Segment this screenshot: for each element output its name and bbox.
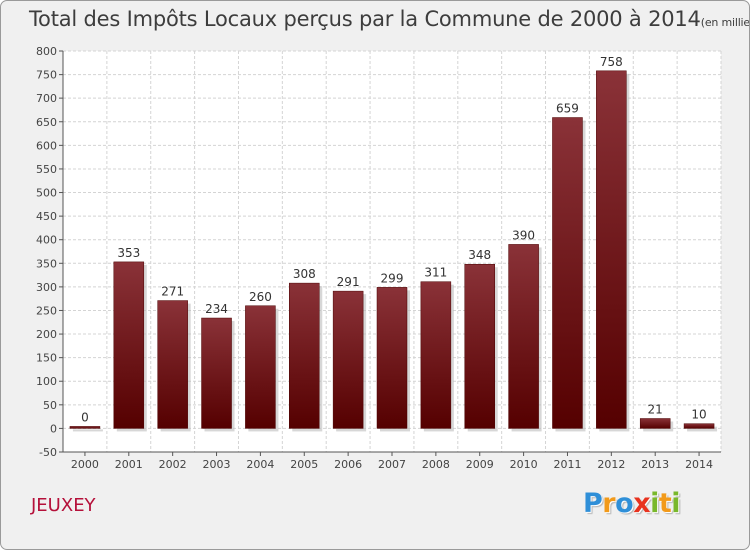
- bar-2014: [683, 423, 715, 429]
- bar-2007: [376, 287, 408, 429]
- logo-letter: r: [602, 488, 616, 519]
- x-tick-label-2005: 2005: [290, 458, 318, 471]
- chart-title: Total des Impôts Locaux perçus par la Co…: [29, 7, 750, 31]
- x-tick-label-2001: 2001: [115, 458, 143, 471]
- x-tick-label-2010: 2010: [510, 458, 538, 471]
- x-tick-label-2003: 2003: [203, 458, 231, 471]
- commune-name: JEUXEY: [31, 495, 96, 516]
- x-tick-label-2002: 2002: [159, 458, 187, 471]
- value-label-2001: 353: [117, 246, 140, 260]
- x-tick-label-2006: 2006: [334, 458, 362, 471]
- bar-2013: [639, 418, 671, 429]
- bar-2004: [245, 305, 276, 429]
- logo-letter: o: [615, 488, 634, 519]
- x-tick-label-2011: 2011: [553, 458, 581, 471]
- x-tick-label-2012: 2012: [597, 458, 625, 471]
- y-tick-label: 0: [50, 422, 57, 435]
- y-tick-label: 250: [36, 304, 57, 317]
- value-label-2009: 348: [468, 248, 491, 262]
- bar-2000: [69, 426, 101, 429]
- value-label-2002: 271: [161, 285, 184, 299]
- y-tick-label: -50: [39, 446, 57, 459]
- value-label-2012: 758: [600, 55, 623, 69]
- bar-shadow: [687, 426, 718, 432]
- title-text: Total des Impôts Locaux perçus par la Co…: [29, 7, 701, 31]
- bar-2003: [201, 317, 232, 429]
- y-tick-label: 550: [36, 163, 57, 176]
- y-tick-label: 200: [36, 328, 57, 341]
- logo-letter: x: [633, 488, 651, 519]
- y-tick-label: 800: [36, 45, 57, 58]
- value-label-2004: 260: [249, 290, 272, 304]
- y-tick-label: 300: [36, 281, 57, 294]
- value-label-2014: 10: [691, 408, 706, 422]
- y-tick-label: 750: [36, 69, 57, 82]
- value-label-2000: 0: [81, 410, 89, 424]
- bar-2012: [596, 70, 627, 429]
- y-tick-label: 50: [43, 399, 57, 412]
- value-label-2007: 299: [381, 271, 404, 285]
- bar-2002: [157, 300, 188, 429]
- value-label-2003: 234: [205, 302, 228, 316]
- y-tick-label: 600: [36, 139, 57, 152]
- bar-2009: [464, 263, 495, 429]
- value-labels: 0 353 271 234 260 308 291 299 311 348 390 659 758 21 1…: [81, 55, 707, 425]
- y-tick-label: 450: [36, 210, 57, 223]
- value-label-2008: 311: [424, 266, 447, 280]
- unit-label: (en milliers d'€): [700, 16, 750, 29]
- bar-2006: [332, 290, 364, 429]
- bar-2011: [552, 117, 583, 429]
- logo-letter: t: [658, 488, 672, 519]
- bar-2008: [420, 281, 452, 429]
- y-tick-label: 700: [36, 92, 57, 105]
- x-tick-label-2008: 2008: [422, 458, 450, 471]
- value-label-2011: 659: [556, 102, 579, 116]
- x-tick-label-2014: 2014: [685, 458, 713, 471]
- bars: [69, 70, 718, 432]
- x-tick-label-2000: 2000: [71, 458, 99, 471]
- x-tick-label-2007: 2007: [378, 458, 406, 471]
- bar-2001: [113, 261, 145, 429]
- logo-letter: i: [650, 488, 659, 519]
- y-tick-label: 100: [36, 375, 57, 388]
- y-tick-label: 150: [36, 352, 57, 365]
- value-label-2005: 308: [293, 267, 316, 281]
- x-tick-label-2004: 2004: [246, 458, 274, 471]
- y-tick-label: 500: [36, 187, 57, 200]
- y-tick-label: 400: [36, 234, 57, 247]
- proxiti-logo[interactable]: Proxiti: [583, 488, 681, 519]
- value-label-2013: 21: [648, 403, 663, 417]
- x-tick-label-2009: 2009: [466, 458, 494, 471]
- logo-letter: P: [583, 488, 603, 519]
- x-tick-label-2013: 2013: [641, 458, 669, 471]
- y-tick-label: 350: [36, 257, 57, 270]
- y-tick-label: 650: [36, 116, 57, 129]
- bar-shadow: [72, 429, 103, 432]
- bar-2005: [289, 282, 320, 429]
- axes: -500501001502002503003504004505005506006…: [36, 45, 721, 471]
- logo-letter: i: [671, 488, 681, 519]
- value-label-2006: 291: [337, 275, 360, 289]
- bar-2010: [508, 244, 539, 429]
- value-label-2010: 390: [512, 228, 535, 242]
